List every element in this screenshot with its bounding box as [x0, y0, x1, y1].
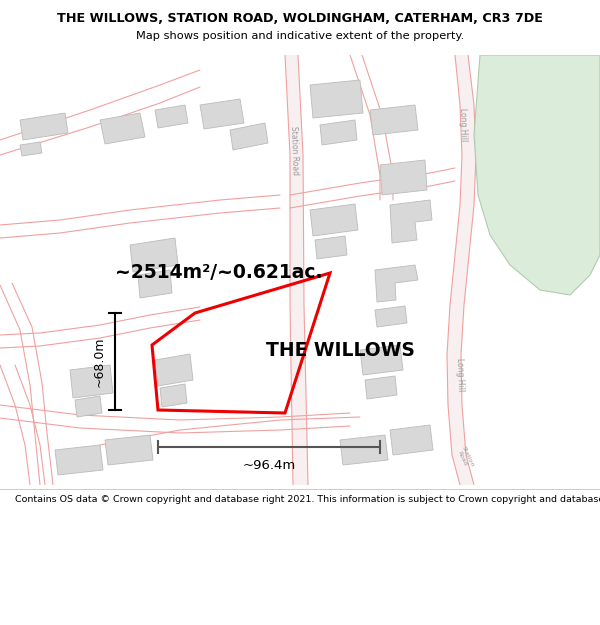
- Text: Long Hill: Long Hill: [455, 358, 465, 392]
- Polygon shape: [320, 120, 357, 145]
- Polygon shape: [138, 270, 172, 298]
- Polygon shape: [160, 384, 187, 407]
- Polygon shape: [447, 55, 476, 485]
- Text: ~2514m²/~0.621ac.: ~2514m²/~0.621ac.: [115, 263, 323, 282]
- Polygon shape: [200, 99, 244, 129]
- Polygon shape: [315, 236, 347, 259]
- Text: ~96.4m: ~96.4m: [242, 459, 296, 472]
- Polygon shape: [365, 376, 397, 399]
- Text: THE WILLOWS: THE WILLOWS: [266, 341, 415, 359]
- Polygon shape: [20, 142, 42, 156]
- Polygon shape: [285, 55, 308, 485]
- Polygon shape: [105, 435, 153, 465]
- Polygon shape: [310, 204, 358, 236]
- Text: THE WILLOWS, STATION ROAD, WOLDINGHAM, CATERHAM, CR3 7DE: THE WILLOWS, STATION ROAD, WOLDINGHAM, C…: [57, 12, 543, 25]
- Polygon shape: [55, 445, 103, 475]
- Text: Long Hill: Long Hill: [458, 108, 468, 142]
- Polygon shape: [230, 123, 268, 150]
- Text: Station Road: Station Road: [289, 125, 299, 175]
- Polygon shape: [370, 105, 418, 135]
- Polygon shape: [474, 55, 600, 295]
- Polygon shape: [100, 113, 145, 144]
- Polygon shape: [20, 113, 68, 140]
- Text: Map shows position and indicative extent of the property.: Map shows position and indicative extent…: [136, 31, 464, 41]
- Polygon shape: [310, 80, 363, 118]
- Polygon shape: [70, 365, 113, 398]
- Polygon shape: [375, 306, 407, 327]
- Polygon shape: [390, 425, 433, 455]
- Polygon shape: [155, 354, 193, 386]
- Polygon shape: [375, 265, 418, 302]
- Polygon shape: [380, 160, 427, 195]
- Text: Station
Road: Station Road: [455, 445, 475, 470]
- Polygon shape: [360, 345, 403, 375]
- Polygon shape: [390, 200, 432, 243]
- Text: Contains OS data © Crown copyright and database right 2021. This information is : Contains OS data © Crown copyright and d…: [15, 495, 600, 504]
- Text: ~68.0m: ~68.0m: [93, 336, 106, 387]
- Polygon shape: [155, 105, 188, 128]
- Polygon shape: [340, 435, 388, 465]
- Polygon shape: [75, 396, 102, 417]
- Polygon shape: [130, 238, 178, 272]
